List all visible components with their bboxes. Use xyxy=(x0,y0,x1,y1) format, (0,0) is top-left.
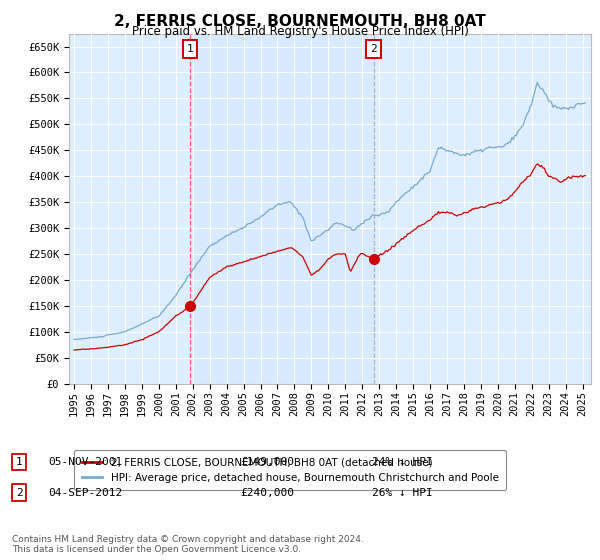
Text: 1: 1 xyxy=(16,457,23,467)
Text: Price paid vs. HM Land Registry's House Price Index (HPI): Price paid vs. HM Land Registry's House … xyxy=(131,25,469,38)
Text: 05-NOV-2001: 05-NOV-2001 xyxy=(48,457,122,467)
Text: 2, FERRIS CLOSE, BOURNEMOUTH, BH8 0AT: 2, FERRIS CLOSE, BOURNEMOUTH, BH8 0AT xyxy=(114,14,486,29)
Text: 1: 1 xyxy=(187,44,194,54)
Text: Contains HM Land Registry data © Crown copyright and database right 2024.
This d: Contains HM Land Registry data © Crown c… xyxy=(12,535,364,554)
Bar xyxy=(190,34,374,384)
Text: £149,000: £149,000 xyxy=(240,457,294,467)
Text: 24% ↓ HPI: 24% ↓ HPI xyxy=(372,457,433,467)
Legend: 2, FERRIS CLOSE, BOURNEMOUTH, BH8 0AT (detached house), HPI: Average price, deta: 2, FERRIS CLOSE, BOURNEMOUTH, BH8 0AT (d… xyxy=(74,450,506,490)
Text: 2: 2 xyxy=(370,44,377,54)
Text: 2: 2 xyxy=(16,488,23,498)
Text: 04-SEP-2012: 04-SEP-2012 xyxy=(48,488,122,498)
Text: £240,000: £240,000 xyxy=(240,488,294,498)
Text: 26% ↓ HPI: 26% ↓ HPI xyxy=(372,488,433,498)
